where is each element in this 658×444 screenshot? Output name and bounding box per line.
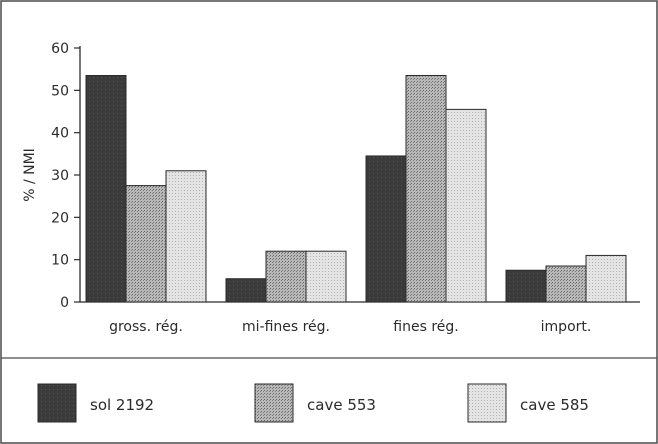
bar-1-3 <box>165 170 207 303</box>
bar-4-1 <box>505 269 547 303</box>
x-tick-labels: gross. rég. mi-fines rég. fines rég. import… <box>109 319 591 335</box>
legend: sol 2192 cave 553 cave 585 <box>37 383 589 423</box>
legend-swatch <box>254 383 294 423</box>
bar-3-1 <box>365 155 407 303</box>
y-tick-label: 20 <box>51 210 69 226</box>
bar-3-3 <box>445 108 487 303</box>
bar-4-2 <box>545 265 587 303</box>
bar-1-1 <box>85 75 127 303</box>
bars <box>85 75 627 303</box>
bar-2-1 <box>225 278 267 303</box>
legend-swatch <box>467 383 507 423</box>
bar-1-2 <box>125 185 167 303</box>
y-tick-label: 30 <box>51 168 69 184</box>
bar-4-3 <box>585 254 627 303</box>
legend-swatch <box>37 383 77 423</box>
x-tick-label: mi-fines rég. <box>242 319 330 335</box>
legend-label: cave 553 <box>307 396 376 414</box>
y-axis-label: % / NMI <box>22 148 38 202</box>
y-tick-label: 0 <box>60 295 69 311</box>
bar-2-2 <box>265 250 307 303</box>
x-tick-label: fines rég. <box>393 319 458 335</box>
y-tick-label: 40 <box>51 126 69 142</box>
x-tick-label: gross. rég. <box>109 319 183 335</box>
y-tick-label: 10 <box>51 253 69 269</box>
y-tick-label: 50 <box>51 83 69 99</box>
legend-label: sol 2192 <box>90 396 154 414</box>
bar-3-2 <box>405 75 447 303</box>
legend-label: cave 585 <box>520 396 589 414</box>
x-tick-label: import. <box>541 319 592 335</box>
y-tick-label: 60 <box>51 41 69 57</box>
bar-2-3 <box>305 250 347 303</box>
